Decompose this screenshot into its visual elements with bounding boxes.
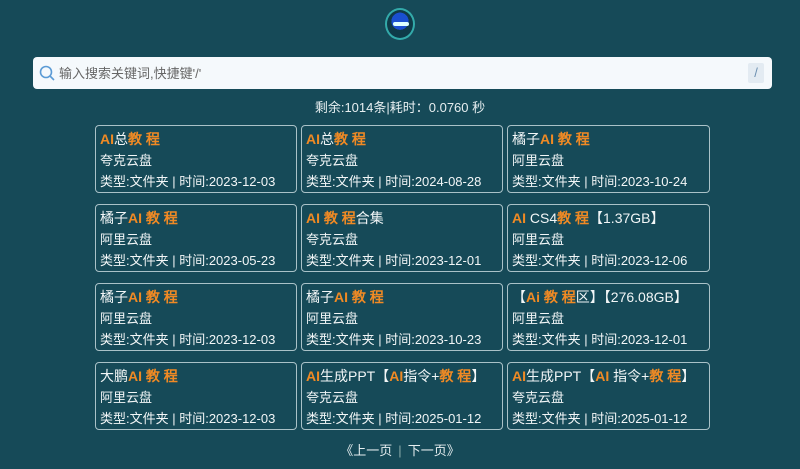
result-title[interactable]: 橘子AI 教 程 [100, 287, 292, 308]
result-card[interactable]: 【Ai 教 程区】【276.08GB】 阿里云盘 类型:文件夹 | 时间:2023-… [507, 283, 710, 351]
title-keyword-highlight: AI 教 程 [128, 368, 178, 384]
result-source: 阿里云盘 [100, 390, 153, 405]
title-text: 】 [681, 368, 696, 384]
result-title[interactable]: 橘子AI 教 程 [306, 287, 498, 308]
result-title[interactable]: 橘子AI 教 程 [512, 129, 705, 150]
result-card[interactable]: AI总教 程夸克云盘类型:文件夹 | 时间:2024-08-28 [301, 125, 503, 193]
result-title[interactable]: 橘子AI 教 程 [100, 208, 292, 229]
title-text: 总 [114, 131, 128, 147]
result-title[interactable]: AI生成PPT【AI 指令+教 程】 [512, 366, 705, 387]
result-title[interactable]: 大鹏AI 教 程 [100, 366, 292, 387]
shortcut-hint: / [748, 63, 764, 83]
title-keyword-highlight: AI 教 程 [540, 131, 590, 147]
title-keyword-highlight: 教 程 [334, 131, 366, 147]
title-text: 合集 [355, 210, 384, 226]
result-source: 夸克云盘 [306, 153, 359, 168]
title-keyword-highlight: Ai 教 程 [526, 289, 576, 305]
result-card[interactable]: 橘子AI 教 程阿里云盘类型:文件夹 | 时间:2023-12-03 [95, 283, 297, 351]
search-icon [39, 65, 55, 81]
result-card[interactable]: AI生成PPT【AI 指令+教 程】夸克云盘类型:文件夹 | 时间:2025-0… [507, 362, 710, 430]
result-source: 阿里云盘 [100, 232, 153, 247]
title-keyword-highlight: AI [512, 210, 526, 226]
result-source: 夸克云盘 [306, 390, 359, 405]
result-meta: 类型:文件夹 | 时间:2023-12-06 [512, 253, 688, 268]
result-source: 夸克云盘 [100, 153, 153, 168]
title-keyword-highlight: AI 教 程 [334, 289, 384, 305]
result-card[interactable]: AI总教 程夸克云盘类型:文件夹 | 时间:2023-12-03 [95, 125, 297, 193]
title-keyword-highlight: AI 教 程 [128, 289, 178, 305]
result-title[interactable]: AI CS4教 程【1.37GB】 [512, 208, 705, 229]
title-keyword-highlight: AI [100, 131, 114, 147]
result-meta: 类型:文件夹 | 时间:2023-05-23 [100, 253, 276, 268]
result-card[interactable]: AI生成PPT【AI指令+教 程】 夸克云盘 类型:文件夹 | 时间:2025-01… [301, 362, 503, 430]
title-text: 橘子 [100, 289, 128, 305]
title-keyword-highlight: AI [306, 368, 320, 384]
result-title[interactable]: AI生成PPT【AI指令+教 程】 [306, 366, 498, 387]
title-text: CS4 [526, 210, 558, 226]
result-meta: 类型:文件夹 | 时间:2023-12-01 [306, 253, 482, 268]
title-keyword-highlight: 教 程 [557, 210, 590, 226]
title-text: 指令+ [403, 368, 440, 384]
search-stats: 剩余:1014条|耗时：0.0760 秒 [314, 100, 486, 115]
title-keyword-highlight: AI [389, 368, 404, 384]
title-text: 橘子 [512, 131, 540, 147]
title-text: 大鹏 [100, 368, 128, 384]
title-text: 【 [512, 289, 526, 305]
result-source: 阿里云盘 [306, 311, 359, 326]
site-logo[interactable] [385, 8, 415, 40]
search-input[interactable] [59, 65, 748, 81]
result-meta: 类型:文件夹 | 时间:2023-10-23 [306, 332, 482, 347]
title-text: 【1.37GB】 [589, 210, 665, 226]
result-meta: 类型:文件夹 | 时间:2023-10-24 [512, 174, 688, 189]
title-text: 区】【276.08GB】 [575, 289, 688, 305]
result-card[interactable]: 橘子AI 教 程阿里云盘类型:文件夹 | 时间:2023-10-23 [301, 283, 503, 351]
title-text: 橘子 [100, 210, 128, 226]
title-keyword-highlight: 教 程 [439, 368, 472, 384]
title-text: 生成PPT【 [526, 368, 596, 384]
title-keyword-highlight: 教 程 [128, 131, 160, 147]
title-text: 橘子 [306, 289, 334, 305]
title-keyword-highlight: AI [306, 131, 320, 147]
title-keyword-highlight: AI [512, 368, 526, 384]
result-card[interactable]: 橘子AI 教 程阿里云盘类型:文件夹 | 时间:2023-10-24 [507, 125, 710, 193]
result-meta: 类型:文件夹 | 时间:2023-12-03 [100, 332, 276, 347]
result-source: 夸克云盘 [512, 390, 565, 405]
result-meta: 类型:文件夹 | 时间:2023-12-01 [512, 332, 688, 347]
title-text: 生成PPT【 [320, 368, 390, 384]
result-meta: 类型:文件夹 | 时间:2024-08-28 [306, 174, 482, 189]
title-keyword-highlight: 教 程 [649, 368, 682, 384]
next-page-link[interactable]: 下一页》 [407, 443, 460, 458]
result-title[interactable]: AI 教 程合集 [306, 208, 498, 229]
title-keyword-highlight: AI 教 程 [306, 210, 356, 226]
result-title[interactable]: AI总教 程 [100, 129, 292, 150]
result-source: 阿里云盘 [100, 311, 153, 326]
result-source: 夸克云盘 [306, 232, 359, 247]
title-text: 指令+ [609, 368, 650, 384]
title-keyword-highlight: AI [595, 368, 610, 384]
result-meta: 类型:文件夹 | 时间:2023-12-03 [100, 174, 276, 189]
title-text: 总 [320, 131, 334, 147]
result-source: 阿里云盘 [512, 311, 565, 326]
title-text: 】 [471, 368, 486, 384]
result-card[interactable]: 橘子AI 教 程阿里云盘类型:文件夹 | 时间:2023-05-23 [95, 204, 297, 272]
result-meta: 类型:文件夹 | 时间:2025-01-12 [306, 411, 482, 426]
result-title[interactable]: 【Ai 教 程区】【276.08GB】 [512, 287, 705, 308]
result-meta: 类型:文件夹 | 时间:2023-12-03 [100, 411, 276, 426]
pagination: 《上一页 | 下一页》 [0, 440, 800, 459]
result-source: 阿里云盘 [512, 232, 565, 247]
pager-separator: | [398, 443, 402, 458]
prev-page-link[interactable]: 《上一页 [340, 443, 393, 458]
search-bar[interactable]: / [33, 57, 772, 89]
title-keyword-highlight: AI 教 程 [128, 210, 178, 226]
results-grid: AI总教 程夸克云盘 类型:文件夹 | 时间:2023-12-03 AI总教 程夸克… [95, 125, 710, 430]
result-card[interactable]: AI 教 程合集夸克云盘类型:文件夹 | 时间:2023-12-01 [301, 204, 503, 272]
result-card[interactable]: AI CS4教 程【1.37GB】阿里云盘类型:文件夹 | 时间:2023-12… [507, 204, 710, 272]
result-title[interactable]: AI总教 程 [306, 129, 498, 150]
result-card[interactable]: 大鹏AI 教 程阿里云盘类型:文件夹 | 时间:2023-12-03 [95, 362, 297, 430]
result-meta: 类型:文件夹 | 时间:2025-01-12 [512, 411, 688, 426]
result-source: 阿里云盘 [512, 153, 565, 168]
